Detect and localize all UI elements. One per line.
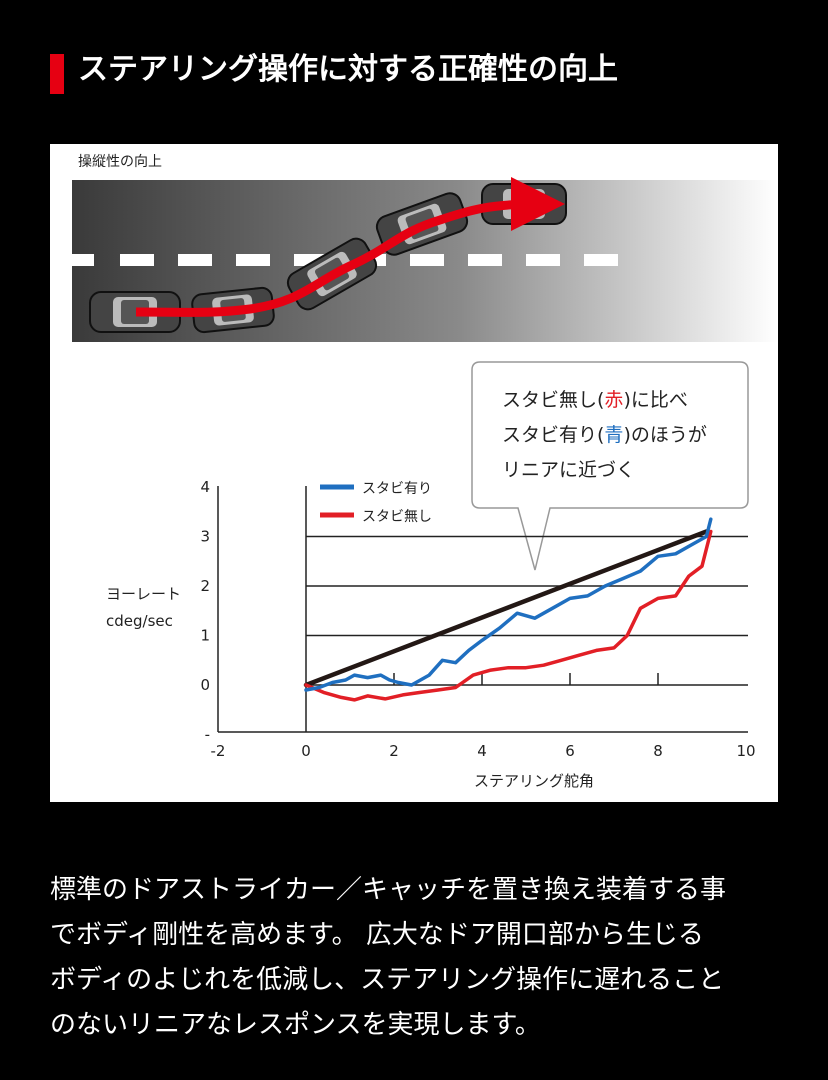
legend-label-red: スタビ無し: [362, 509, 432, 525]
callout: スタビ無し(赤)に比べ スタビ有り(青)のほうが リニアに近づく: [471, 361, 749, 571]
y-tick-label: -: [205, 726, 210, 744]
series-line: [304, 517, 713, 692]
chart-series: [303, 517, 713, 702]
description-line: のないリニアなレスポンスを実現します。: [50, 1010, 541, 1040]
series-line: [304, 529, 713, 702]
x-tick-label: 4: [477, 742, 487, 760]
description-line: 標準のドアストライカー／キャッチを置き換え装着する事: [50, 875, 727, 905]
svg-text:リニアに近づく: リニアに近づく: [502, 459, 635, 481]
chart-grid: [306, 535, 748, 686]
y-tick-label: 4: [200, 478, 210, 496]
description: 標準のドアストライカー／キャッチを置き換え装着する事 でボディ剛性を高めます。 …: [50, 868, 790, 1048]
lane-markings: [72, 254, 618, 266]
trajectory-arrow: [135, 177, 565, 317]
illustration-label: 操縦性の向上: [78, 154, 162, 170]
y-axis-label-1: ヨーレート: [106, 585, 181, 603]
svg-text:スタビ有り(青)のほうが: スタビ有り(青)のほうが: [502, 424, 707, 446]
x-tick-label: 10: [736, 742, 755, 760]
x-axis-label: ステアリング舵角: [474, 772, 594, 790]
figure-panel: 操縦性の向上: [50, 144, 778, 802]
y-tick-label: 2: [200, 577, 210, 595]
description-line: でボディ剛性を高めます。 広大なドア開口部から生じる: [50, 920, 704, 950]
road-illustration: [72, 177, 778, 342]
x-tick-label: 8: [653, 742, 663, 760]
y-tick-label: 3: [200, 528, 210, 546]
description-line: ボディのよじれを低減し、ステアリング操作に遅れること: [50, 965, 725, 995]
y-axis-label-2: cdeg/sec: [106, 612, 173, 630]
accent-bar: [50, 54, 64, 94]
x-tick-label: 6: [565, 742, 575, 760]
figure-svg: 操縦性の向上: [72, 154, 778, 790]
x-tick-label: 0: [301, 742, 311, 760]
y-tick-label: 1: [200, 627, 210, 645]
chart-legend: スタビ有り スタビ無し: [320, 481, 432, 525]
x-tick-label: 2: [389, 742, 399, 760]
svg-text:スタビ無し(赤)に比べ: スタビ無し(赤)に比べ: [502, 389, 688, 411]
legend-label-blue: スタビ有り: [362, 481, 432, 497]
y-tick-label: 0: [200, 676, 210, 694]
series-line: [303, 529, 709, 688]
x-tick-label: -2: [211, 742, 226, 760]
section-title: ステアリング操作に対する正確性の向上: [78, 52, 618, 87]
